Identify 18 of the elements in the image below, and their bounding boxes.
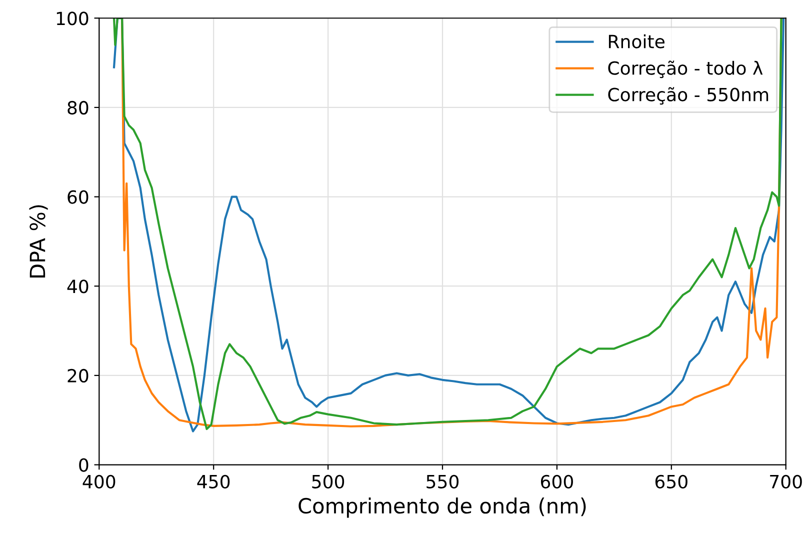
y-tick-label: 0 [79,458,88,472]
x-tick-label: 400 [82,474,116,488]
x-tick-label: 650 [655,474,688,488]
legend-label: Correção - todo λ [608,60,763,78]
x-tick-label: 550 [426,474,459,488]
y-axis-title: DPA %) [29,205,48,278]
y-tick-label: 100 [56,12,88,26]
y-tick-label: 40 [67,280,88,294]
y-tick-label: 20 [68,368,88,383]
y-tick-label: 80 [68,100,88,115]
x-tick-label: 700 [770,474,802,488]
x-axis-title: Comprimento de onda (nm) [298,498,586,518]
y-tick-label: 60 [68,190,88,204]
x-tick-label: 450 [197,474,230,488]
x-tick-label: 500 [312,474,344,488]
x-tick-label: 600 [540,474,573,488]
legend-label: Rnoite [608,34,664,48]
legend-label: Correção - 550nm [608,87,768,105]
